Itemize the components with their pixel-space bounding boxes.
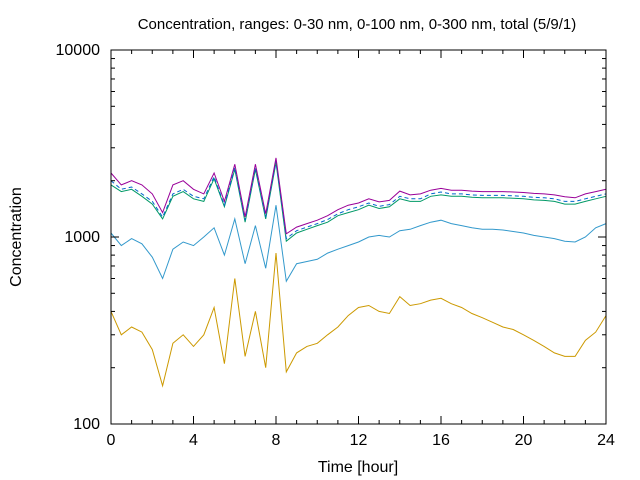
x-tick-label: 16 [432,432,450,449]
plot-lines [110,157,607,388]
y-tick-label: 1000 [64,229,100,246]
plot-frame [110,49,607,425]
x-tick-label: 0 [107,432,116,449]
y-axis-label: Concentration [8,187,25,287]
y-axis-ticks: 100 1000 10000 [56,42,606,433]
y-tick-label: 100 [73,416,100,433]
x-tick-label: 24 [597,432,615,449]
series-line-2 [110,205,607,283]
series-line-1 [110,253,607,388]
x-axis-ticks: 0 4 8 12 16 20 24 [107,50,615,449]
series-line-3 [110,162,607,243]
series-line-5 [110,157,607,235]
y-tick-label: 10000 [56,42,101,59]
x-tick-label: 20 [515,432,533,449]
chart-title: Concentration, ranges: 0-30 nm, 0-100 nm… [138,16,577,33]
x-axis-label: Time [hour] [318,459,398,476]
x-tick-label: 12 [350,432,368,449]
series-line-4 [110,160,607,240]
x-tick-label: 8 [272,432,281,449]
x-tick-label: 4 [189,432,198,449]
